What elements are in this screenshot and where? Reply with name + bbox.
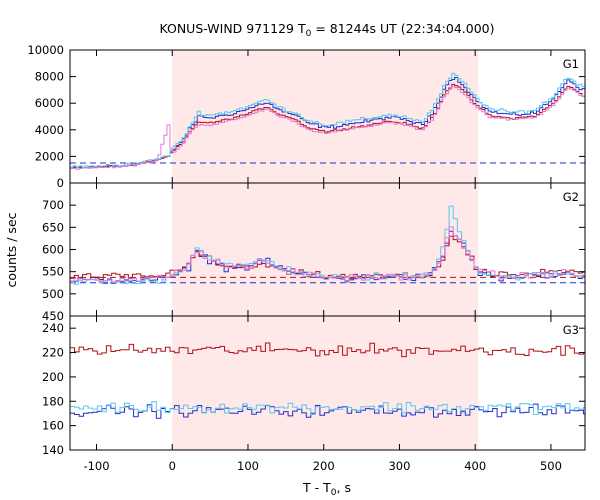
x-tick-label: -100 [83, 459, 109, 473]
x-axis-label-main: T - T [302, 480, 331, 495]
trigger-interval-highlight [172, 316, 479, 450]
x-tick-label: 200 [313, 459, 335, 473]
panels: G10200040006000800010000G245050055060065… [27, 43, 586, 473]
x-tick-label: 100 [237, 459, 259, 473]
series-pink-g2 [70, 226, 585, 284]
series-red-g3 [70, 342, 585, 358]
series-cyan-g1 [70, 72, 585, 168]
y-tick-label: 8000 [35, 70, 64, 84]
y-tick-label: 4000 [35, 123, 64, 137]
x-tick-label: 500 [540, 459, 562, 473]
y-tick-label: 0 [57, 176, 64, 190]
chart-title-main: KONUS-WIND 971129 T [159, 21, 305, 36]
y-tick-label: 6000 [35, 96, 64, 110]
y-tick-label: 450 [42, 309, 64, 323]
x-tick-labels: -100 0 100 200 300 400 500 [83, 459, 561, 473]
y-tick-label: 700 [42, 198, 64, 212]
series-cyan-g3 [70, 401, 585, 415]
trigger-interval-highlight [172, 183, 479, 316]
y-tick-label: 650 [42, 220, 64, 234]
y-tick-label: 220 [42, 346, 64, 360]
panel-g3: G3 140 160 180 200 220 240 [42, 315, 586, 457]
panel-g2: G2 450 500 550 600 650 700 [42, 182, 586, 323]
panel-label: G1 [563, 57, 579, 71]
chart-title-rest: = 81244s UT (22:34:04.000) [311, 21, 494, 36]
y-tick-label: 550 [42, 265, 64, 279]
panel-frame [69, 315, 586, 451]
y-tick-label: 10000 [27, 43, 64, 57]
series-blue-g3 [70, 403, 585, 419]
y-axis-label: counts / sec [4, 212, 19, 287]
panel-label: G2 [563, 190, 579, 204]
y-tick-label: 140 [42, 443, 64, 457]
x-axis-label-rest: , s [337, 480, 351, 495]
x-axis-label-subscript: 0 [331, 488, 337, 498]
series-pink-g1 [70, 85, 585, 170]
y-tick-label: 2000 [35, 149, 64, 163]
y-tick-label: 160 [42, 419, 64, 433]
x-axis-label: T - T0, s [302, 480, 351, 498]
y-tick-label: 180 [42, 394, 64, 408]
y-tick-label: 240 [42, 321, 64, 335]
y-tick-label: 200 [42, 370, 64, 384]
chart-title: KONUS-WIND 971129 T0 = 81244s UT (22:34:… [159, 21, 494, 39]
x-tick-label: 400 [464, 459, 486, 473]
panel-g1: G1 0 2000 4000 6000 8000 10000 [27, 43, 586, 190]
x-tick-label: 300 [388, 459, 410, 473]
x-tick-label: 0 [169, 459, 176, 473]
panel-label: G3 [563, 323, 579, 337]
y-tick-label: 500 [42, 287, 64, 301]
chart-title-subscript: 0 [306, 29, 312, 39]
y-tick-label: 600 [42, 243, 64, 257]
